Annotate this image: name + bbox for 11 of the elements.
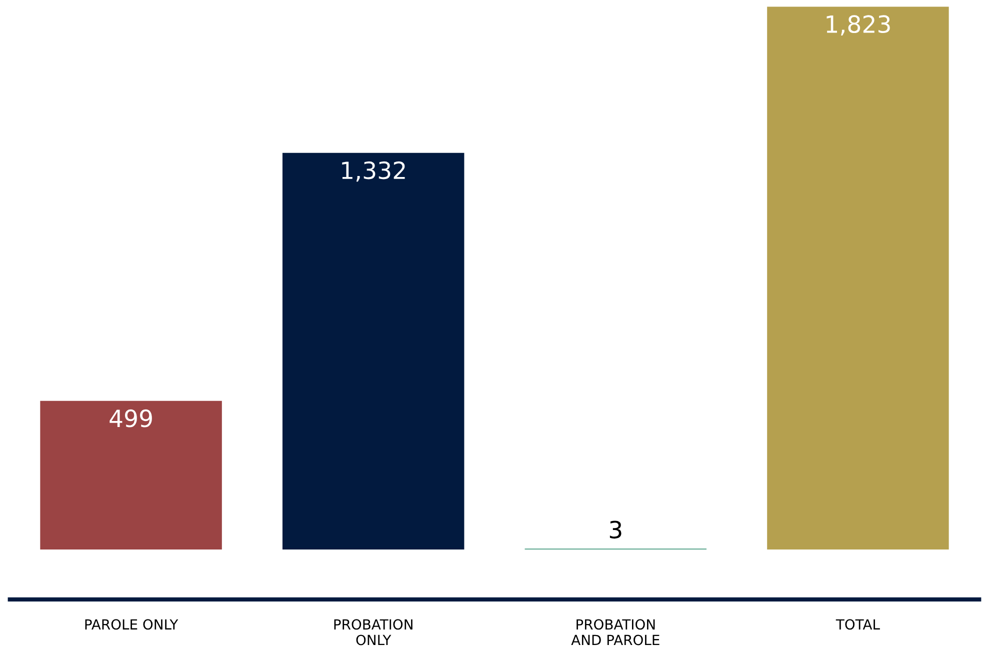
data-label: 499	[110, 409, 152, 428]
bar	[40, 400, 222, 550]
x-tick-label: PROBATION ONLY	[334, 619, 412, 646]
bar	[282, 152, 464, 550]
data-label: 1,823	[826, 15, 890, 36]
data-label: 1,332	[342, 161, 405, 182]
x-tick-label: PAROLE ONLY	[85, 619, 178, 630]
x-tick-label: TOTAL	[836, 619, 880, 630]
x-tick-label: PROBATION AND PAROLE	[571, 619, 660, 646]
bar	[767, 6, 949, 550]
data-label: 3	[610, 520, 622, 539]
